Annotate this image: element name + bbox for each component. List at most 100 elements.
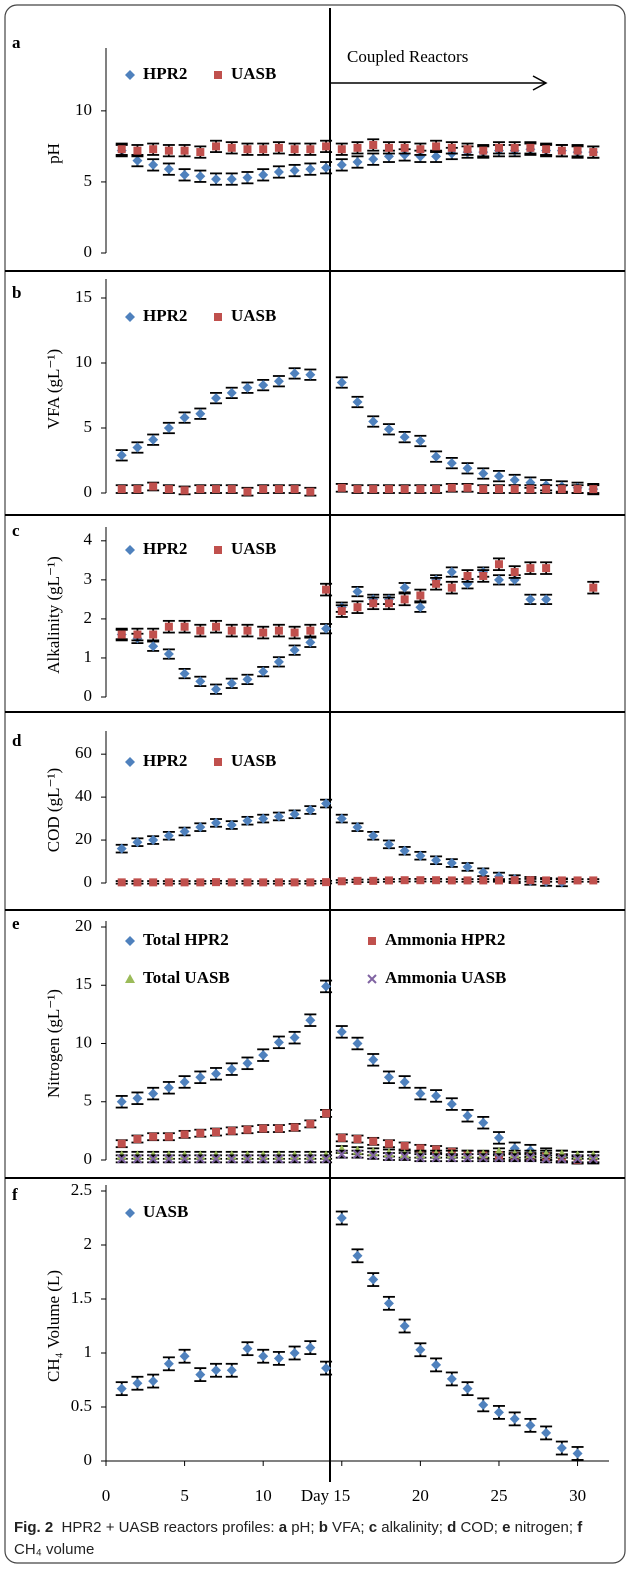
- point: [274, 485, 283, 494]
- point: [148, 1376, 159, 1387]
- caption-text: COD;: [456, 1519, 503, 1536]
- point: [541, 594, 552, 605]
- point: [479, 485, 488, 494]
- point: [384, 876, 393, 885]
- point: [226, 387, 237, 398]
- point: [196, 878, 205, 887]
- point: [195, 408, 206, 419]
- point: [493, 1132, 504, 1143]
- point: [352, 1250, 363, 1261]
- point: [211, 1068, 222, 1079]
- y-tick-label: 3: [84, 569, 93, 588]
- caption-label: Fig. 2: [14, 1519, 54, 1536]
- point: [242, 1343, 253, 1354]
- point: [447, 143, 456, 152]
- point: [195, 822, 206, 833]
- frame: [4, 4, 626, 1564]
- point: [164, 485, 173, 494]
- point: [258, 169, 269, 180]
- point: [163, 830, 174, 841]
- point: [446, 1373, 457, 1384]
- point: [273, 1353, 284, 1364]
- point: [494, 876, 503, 885]
- point: [368, 1274, 379, 1285]
- caption-text: alkalinity;: [377, 1519, 448, 1536]
- legend-marker: [214, 758, 222, 766]
- point: [289, 1348, 300, 1358]
- y-tick-label: 0: [84, 686, 93, 705]
- x-tick-label: 15: [333, 1486, 350, 1505]
- point: [336, 1026, 347, 1037]
- point: [258, 813, 269, 824]
- point: [259, 145, 268, 154]
- legend-label: HPR2: [143, 306, 187, 325]
- point: [180, 1130, 189, 1139]
- point: [336, 159, 347, 170]
- point: [148, 1154, 158, 1164]
- point: [557, 876, 566, 885]
- point: [588, 1154, 598, 1164]
- point: [179, 1351, 190, 1362]
- point: [290, 628, 299, 637]
- point: [446, 567, 457, 578]
- y-tick-label: 0: [84, 242, 93, 261]
- point: [211, 1154, 221, 1164]
- point: [226, 1365, 237, 1376]
- point: [259, 878, 268, 887]
- legend-label: UASB: [231, 539, 276, 558]
- legend-marker: [125, 757, 135, 767]
- point: [164, 1154, 174, 1164]
- point: [149, 630, 158, 639]
- point: [416, 485, 425, 494]
- y-axis-label: VFA (gL⁻¹): [44, 349, 63, 429]
- y-tick-label: 15: [75, 287, 92, 306]
- point: [226, 174, 237, 185]
- y-tick-label: 60: [75, 743, 92, 762]
- point: [557, 1154, 567, 1164]
- point: [336, 377, 347, 388]
- point: [133, 146, 142, 155]
- point: [258, 1154, 268, 1164]
- point: [384, 143, 393, 152]
- legend-marker: [125, 545, 135, 555]
- legend-marker: [367, 974, 377, 984]
- y-axis-label: pH: [44, 143, 63, 164]
- legend-label: UASB: [231, 306, 276, 325]
- point: [242, 815, 253, 826]
- point: [196, 626, 205, 635]
- point: [462, 463, 473, 474]
- point: [274, 626, 283, 635]
- point: [447, 876, 456, 885]
- point: [305, 637, 316, 648]
- point: [415, 1344, 426, 1355]
- point: [321, 981, 332, 992]
- point: [589, 583, 598, 592]
- point: [369, 140, 378, 149]
- y-tick-label: 15: [75, 974, 92, 993]
- point: [337, 483, 346, 492]
- y-tick-label: 5: [84, 1091, 93, 1110]
- point: [242, 172, 253, 183]
- point: [195, 1369, 206, 1380]
- point: [384, 485, 393, 494]
- series: [115, 367, 600, 496]
- point: [289, 165, 300, 176]
- point: [510, 568, 519, 577]
- point: [542, 145, 551, 154]
- point: [289, 645, 300, 656]
- point: [494, 560, 503, 569]
- point: [400, 1142, 409, 1151]
- point: [353, 485, 362, 494]
- point: [462, 1110, 473, 1121]
- point: [400, 143, 409, 152]
- legend-label: UASB: [231, 64, 276, 83]
- point: [463, 571, 472, 580]
- point: [432, 485, 441, 494]
- x-axis-label: Day: [301, 1486, 330, 1505]
- point: [195, 1154, 206, 1164]
- y-tick-label: 1.5: [71, 1288, 92, 1307]
- point: [321, 623, 332, 634]
- point: [322, 585, 331, 594]
- panel-letter: e: [12, 914, 20, 933]
- point: [369, 599, 378, 608]
